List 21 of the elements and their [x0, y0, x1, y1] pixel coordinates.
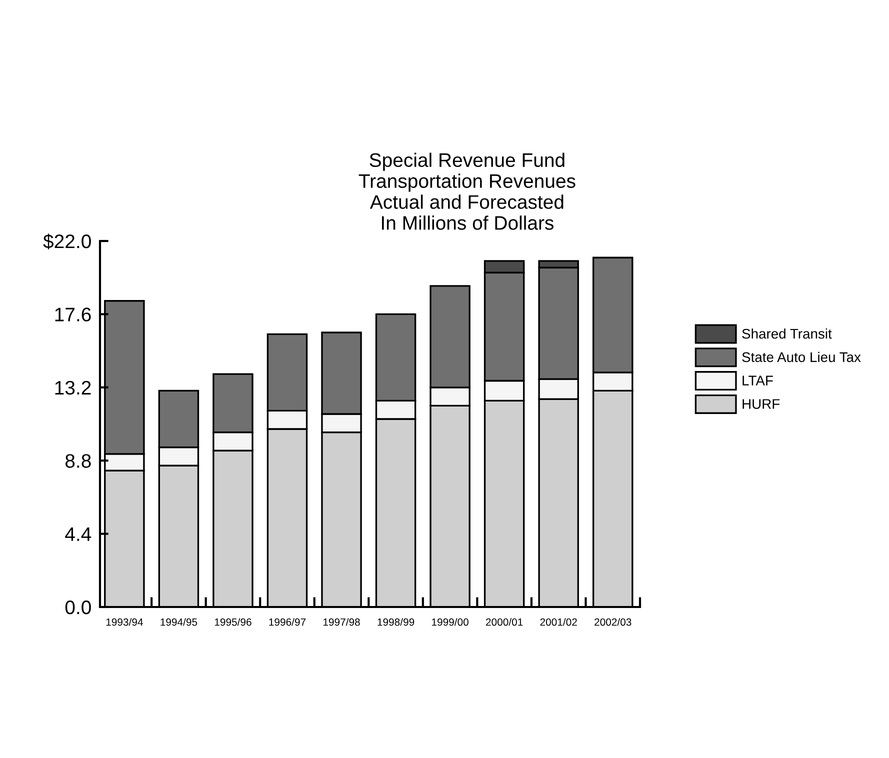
x-tick-label: 1993/94: [106, 618, 143, 626]
chart-title: Special Revenue Fund Transportation Revenues Actual and Forecasted In Millions of Dollars: [358, 152, 576, 230]
x-tick-label: 1998/99: [378, 618, 414, 626]
x-tick-label: 1994/95: [160, 618, 198, 626]
y-tick-label: 13.2: [55, 380, 91, 395]
legend-label: HURF: [742, 399, 780, 409]
y-tick-label: 0.0: [65, 600, 91, 614]
x-tick-label: 2001/02: [540, 618, 577, 626]
x-tick-label: 2000/01: [486, 618, 523, 626]
x-tick-label: 1997/98: [323, 618, 360, 626]
x-tick-label: 1996/97: [269, 618, 306, 626]
legend-label: State Auto Lieu Tax: [742, 352, 861, 362]
y-tick-label: $22.0: [43, 234, 91, 250]
y-tick-label: 17.6: [55, 308, 91, 322]
legend-label: LTAF: [742, 376, 773, 386]
x-tick-label: 1999/00: [432, 618, 468, 626]
y-tick-label: 4.4: [65, 527, 92, 541]
x-tick-label: 2002/03: [594, 618, 632, 626]
x-tick-label: 1995/96: [214, 618, 252, 626]
y-tick-label: 8.8: [65, 454, 91, 468]
legend-label: Shared Transit: [742, 328, 832, 339]
